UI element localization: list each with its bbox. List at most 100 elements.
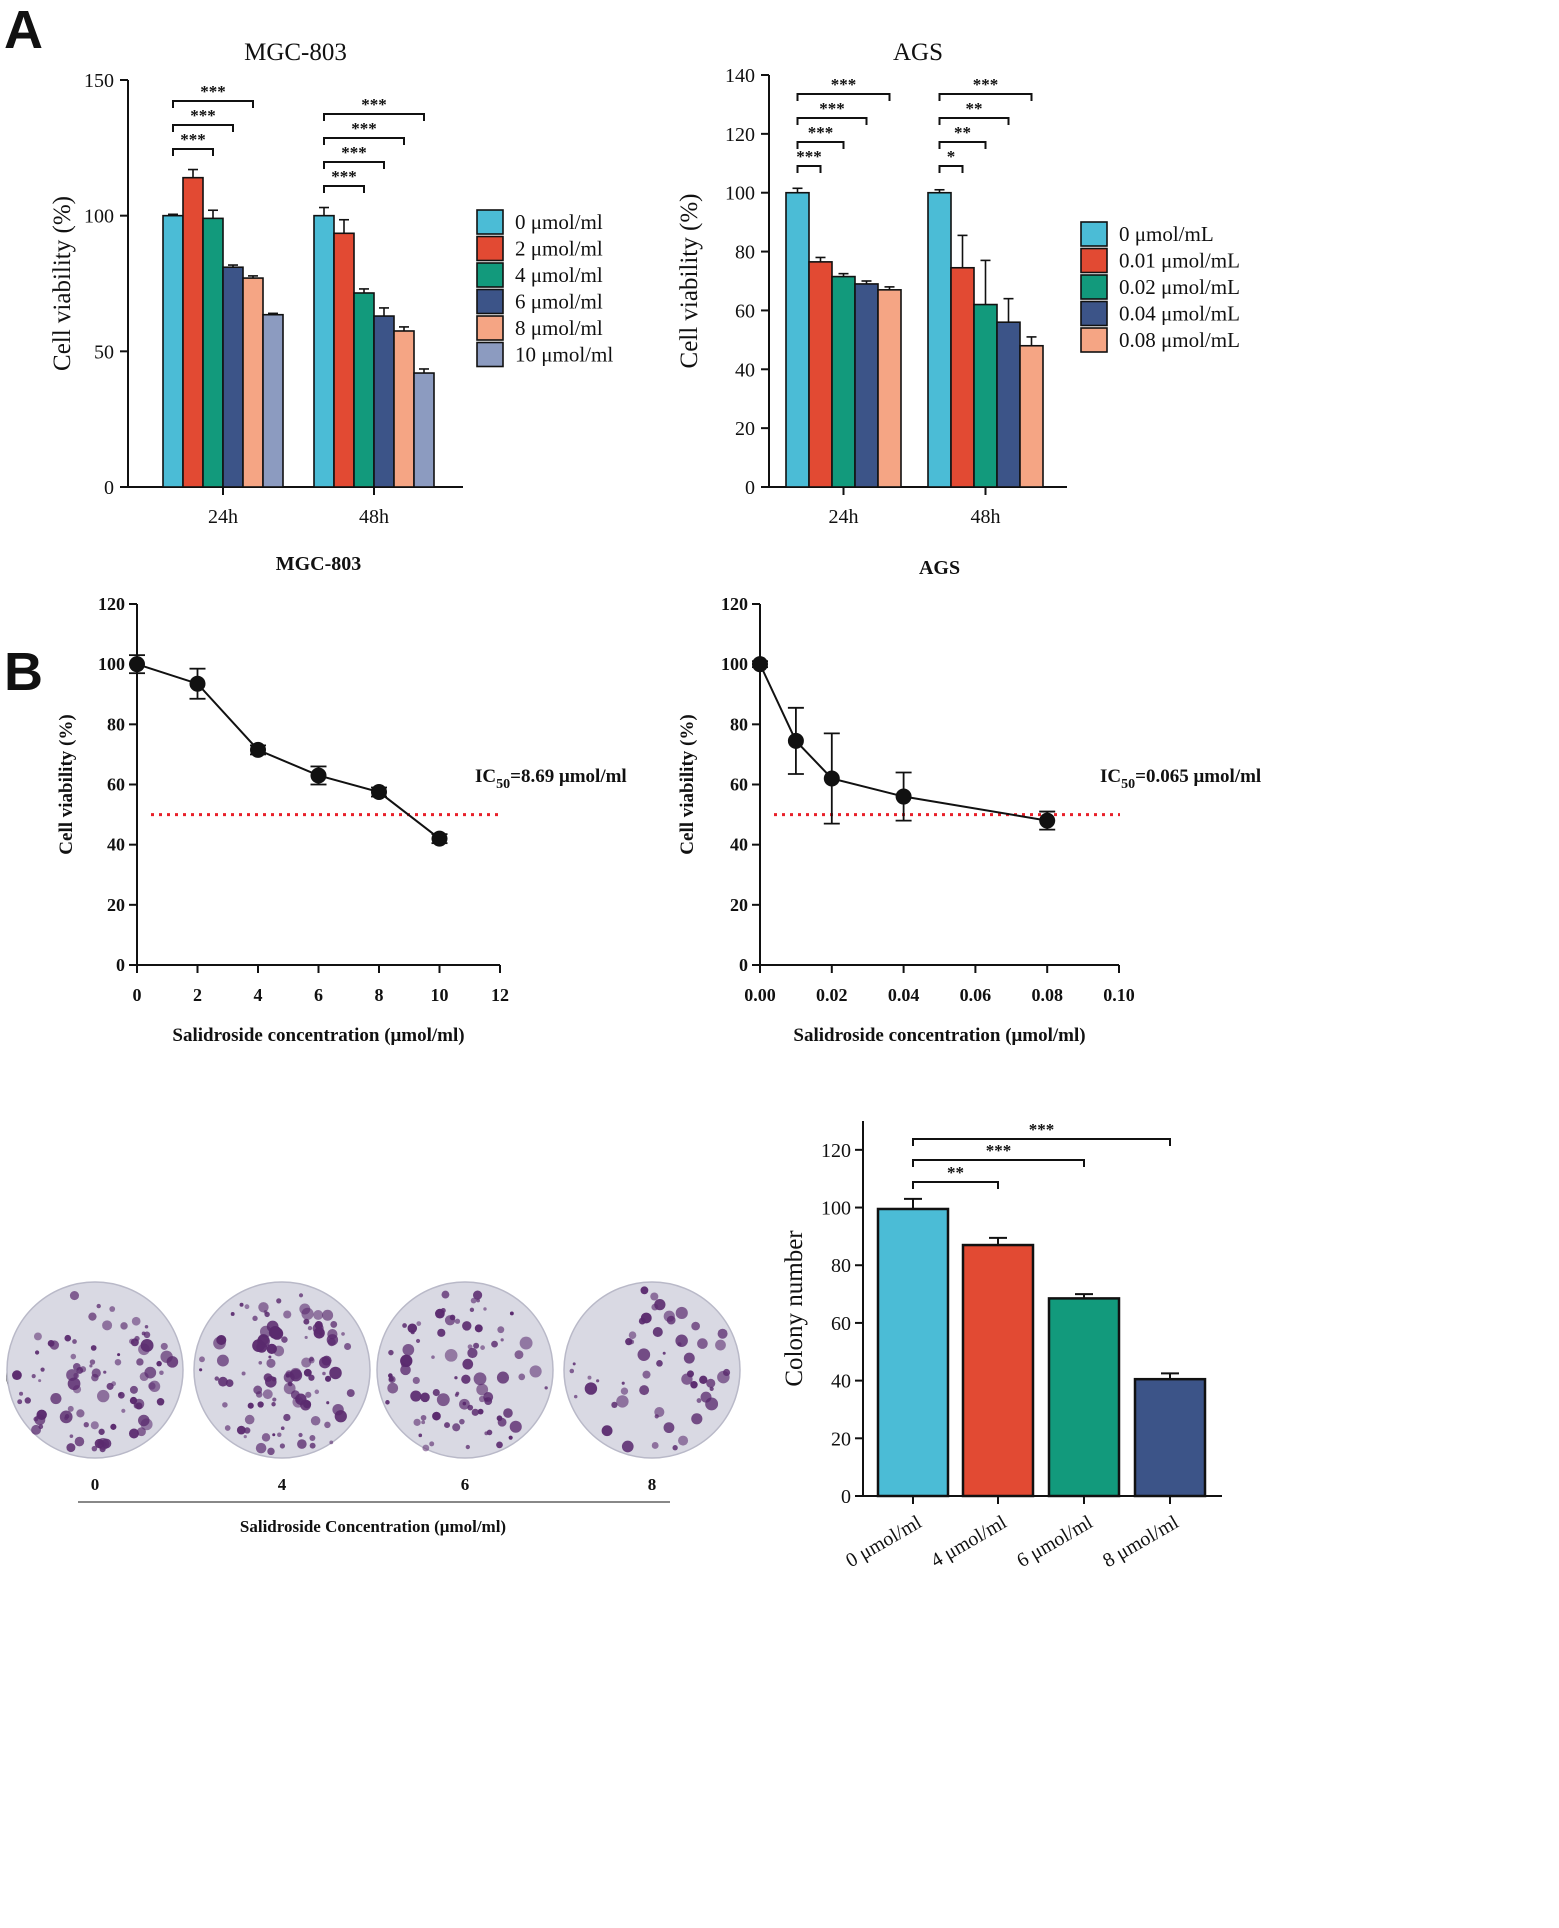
colony bbox=[224, 1425, 231, 1431]
x-tick-label: 0.10 bbox=[1103, 985, 1135, 1005]
colony bbox=[324, 1421, 331, 1429]
x-tick-label: 0.00 bbox=[744, 985, 776, 1005]
ic50-annotation: IC50=8.69 μmol/ml bbox=[475, 766, 627, 792]
series-line bbox=[136, 663, 441, 840]
colony bbox=[128, 1428, 139, 1439]
legend-swatch bbox=[1080, 274, 1108, 300]
y-tick-label: 120 bbox=[725, 124, 755, 146]
x-tick-label: 0.04 bbox=[888, 985, 920, 1005]
colony bbox=[283, 1310, 292, 1319]
x-tick-label: 12 bbox=[491, 985, 509, 1005]
colony bbox=[12, 1370, 22, 1381]
legend-swatch bbox=[476, 315, 504, 341]
y-tick-label: 40 bbox=[730, 835, 748, 855]
colony bbox=[544, 1386, 548, 1390]
significance-bracket bbox=[323, 185, 365, 193]
legend-label: 10 μmol/ml bbox=[515, 343, 613, 367]
colony bbox=[477, 1408, 484, 1415]
y-tick-label: 40 bbox=[831, 1371, 851, 1393]
legend-label: 8 μmol/ml bbox=[515, 316, 603, 340]
colony bbox=[469, 1307, 475, 1312]
colony bbox=[309, 1435, 316, 1442]
x-tick-label: 48h bbox=[359, 506, 389, 528]
ic50-value: =8.69 μmol/ml bbox=[510, 766, 627, 787]
colony bbox=[109, 1306, 116, 1312]
data-point bbox=[431, 830, 448, 847]
colony bbox=[129, 1385, 138, 1394]
colony bbox=[652, 1326, 663, 1338]
colony bbox=[444, 1422, 450, 1429]
colony bbox=[601, 1425, 613, 1437]
colony bbox=[117, 1353, 121, 1357]
y-tick-label: 0 bbox=[841, 1486, 851, 1508]
legend-swatch bbox=[476, 262, 504, 288]
colony bbox=[239, 1302, 244, 1307]
colony bbox=[59, 1410, 73, 1424]
colony bbox=[596, 1379, 600, 1383]
y-tick-label: 100 bbox=[84, 206, 114, 228]
y-axis-label: Cell viability (%) bbox=[676, 194, 703, 369]
colony bbox=[700, 1391, 712, 1403]
colony bbox=[509, 1420, 522, 1433]
colony bbox=[38, 1424, 44, 1430]
bar bbox=[262, 313, 284, 488]
y-tick-label: 140 bbox=[725, 65, 755, 87]
colony bbox=[642, 1370, 651, 1379]
data-point bbox=[129, 656, 145, 673]
colony bbox=[690, 1381, 698, 1389]
colony bbox=[484, 1431, 489, 1436]
x-tick-label: 24h bbox=[829, 506, 859, 528]
colony bbox=[271, 1376, 277, 1382]
plate-label: 0 bbox=[91, 1475, 100, 1494]
colony bbox=[697, 1338, 708, 1349]
colony bbox=[91, 1373, 99, 1382]
y-tick-label: 80 bbox=[735, 242, 755, 264]
colony bbox=[497, 1417, 507, 1427]
y-tick-label: 60 bbox=[730, 775, 748, 795]
significance-label: *** bbox=[831, 75, 857, 94]
x-tick-label: 8 μmol/ml bbox=[1099, 1511, 1183, 1572]
colony bbox=[462, 1321, 472, 1331]
colony bbox=[277, 1432, 282, 1437]
colony bbox=[621, 1440, 634, 1453]
colony bbox=[66, 1443, 76, 1453]
colony bbox=[24, 1397, 31, 1404]
y-tick-label: 100 bbox=[821, 1198, 851, 1220]
colony bbox=[691, 1321, 700, 1331]
bar bbox=[393, 330, 415, 488]
colony bbox=[96, 1303, 101, 1309]
colony bbox=[280, 1426, 285, 1431]
bar bbox=[1019, 344, 1044, 488]
ic50-prefix: IC bbox=[475, 766, 496, 787]
colony bbox=[699, 1375, 708, 1384]
colony bbox=[156, 1397, 165, 1406]
colony bbox=[73, 1372, 80, 1379]
colony bbox=[160, 1342, 168, 1350]
bar bbox=[313, 214, 335, 488]
colony bbox=[121, 1408, 126, 1413]
significance-bracket bbox=[172, 124, 234, 132]
significance-label: ** bbox=[966, 99, 983, 118]
colony bbox=[298, 1293, 304, 1298]
colony bbox=[91, 1445, 98, 1452]
colony bbox=[651, 1442, 659, 1449]
chart-title: MGC-803 bbox=[276, 553, 362, 575]
y-axis-label: Colony number bbox=[781, 1230, 808, 1387]
data-point bbox=[189, 675, 206, 692]
colony bbox=[308, 1357, 315, 1364]
colony bbox=[216, 1334, 227, 1346]
colony bbox=[313, 1327, 325, 1339]
significance-bracket bbox=[323, 137, 405, 145]
colony bbox=[454, 1393, 459, 1397]
colony bbox=[303, 1318, 310, 1325]
x-tick-label: 0.08 bbox=[1031, 985, 1063, 1005]
y-tick-label: 40 bbox=[107, 835, 125, 855]
x-tick-label: 10 bbox=[431, 985, 449, 1005]
colony bbox=[258, 1302, 269, 1313]
colony bbox=[471, 1408, 479, 1416]
colony bbox=[298, 1432, 303, 1438]
colony bbox=[459, 1418, 465, 1425]
colony bbox=[519, 1336, 533, 1350]
significance-bracket bbox=[912, 1138, 1171, 1146]
bar bbox=[1133, 1377, 1207, 1498]
